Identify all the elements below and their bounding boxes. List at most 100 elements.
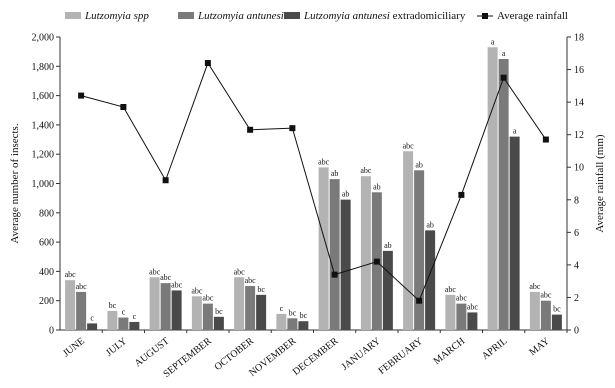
y-tick-label: 1,800 xyxy=(32,62,55,73)
bar-significance-label: bc xyxy=(300,311,308,320)
bar xyxy=(329,179,340,330)
bar-significance-label: abc xyxy=(467,302,479,311)
y2-tick-label: 16 xyxy=(574,65,584,76)
bar-significance-label: abc xyxy=(202,294,214,303)
left-axis: 0 200 400 600 800 1,000 1,200 1,400 1,600 1,800 2,… xyxy=(32,33,60,337)
bar-significance-label: abc xyxy=(191,286,203,295)
bar-significance-label: ab xyxy=(384,241,392,250)
x-tick-label: AUGUST xyxy=(133,336,172,370)
bar-significance-label: abc xyxy=(403,141,415,150)
right-axis: 0 2 4 6 8 10 12 14 16 18 xyxy=(567,33,584,337)
x-tick-label: NOVEMBER xyxy=(247,335,298,378)
legend-label: Lutzomyia antunesi extradomiciliary xyxy=(303,10,466,22)
bar-label-group: abcbcabcabcabccabcabcabcabcaabcabccabcab… xyxy=(65,37,562,322)
bar-significance-label: a xyxy=(491,37,495,46)
legend-swatch xyxy=(178,12,194,19)
x-tick-label: JANUARY xyxy=(340,336,383,373)
bar-significance-label: ab xyxy=(426,220,434,229)
rainfall-point xyxy=(162,177,169,184)
y2-tick-label: 10 xyxy=(574,163,584,174)
rainfall-point xyxy=(416,297,423,304)
bar-significance-label: abc xyxy=(360,166,372,175)
bar xyxy=(76,291,87,330)
y2-tick-label: 18 xyxy=(574,33,584,44)
bar-group xyxy=(65,47,562,330)
y2-axis-title: Average rainfall (mm) xyxy=(594,134,606,232)
x-tick-label: APRIL xyxy=(480,336,510,362)
bar-significance-label: a xyxy=(502,49,506,58)
bar-significance-label: abc xyxy=(65,270,77,279)
legend-swatch xyxy=(284,12,300,19)
x-axis: JUNE JULY AUGUSTSEPTEMBEROCTOBERNOVEMBERDE… xyxy=(61,330,568,380)
bar xyxy=(160,283,171,330)
bar xyxy=(445,294,456,330)
y-tick-label: 2,000 xyxy=(32,33,55,44)
bar xyxy=(256,294,267,330)
y-axis-title: Average number of insects. xyxy=(9,123,21,243)
rainfall-line-group xyxy=(78,60,549,304)
bar-significance-label: abc xyxy=(76,282,88,291)
rainfall-point xyxy=(331,271,338,278)
legend-label: Lutzomyia spp xyxy=(84,10,149,22)
bar-significance-label: c xyxy=(90,313,94,322)
bar-significance-label: abc xyxy=(245,276,257,285)
bar-significance-label: c xyxy=(133,312,137,321)
bar-significance-label: abc xyxy=(456,294,468,303)
bar-significance-label: bc xyxy=(289,308,297,317)
bar xyxy=(245,286,256,330)
bar-significance-label: ab xyxy=(331,169,339,178)
bar-significance-label: bc xyxy=(215,307,223,316)
bar xyxy=(234,277,245,330)
bar-significance-label: bc xyxy=(553,305,561,314)
x-tick-label: DECEMBER xyxy=(291,335,341,377)
bar-significance-label: abc xyxy=(540,291,552,300)
x-tick-label: JUNE xyxy=(61,336,87,360)
bar xyxy=(509,136,520,330)
bar xyxy=(149,277,160,330)
y-tick-label: 200 xyxy=(39,296,54,307)
bar xyxy=(298,321,309,330)
legend: Lutzomyia spp Lutzomyia antunesi Lutzomyia… xyxy=(65,10,568,22)
bar-significance-label: abc xyxy=(318,157,330,166)
bar xyxy=(213,316,224,330)
legend-label: Lutzomyia antunesi xyxy=(197,10,284,22)
bar-significance-label: bc xyxy=(257,285,265,294)
rainfall-line xyxy=(80,61,547,302)
bar xyxy=(414,170,425,330)
bar xyxy=(487,47,498,330)
bar xyxy=(65,280,76,330)
bar xyxy=(529,291,540,330)
y-tick-label: 1,000 xyxy=(32,179,55,190)
bar-significance-label: c xyxy=(122,308,126,317)
bar xyxy=(107,310,118,330)
bar xyxy=(191,296,202,330)
bar-significance-label: abc xyxy=(149,267,161,276)
bar xyxy=(456,303,467,330)
rainfall-point xyxy=(78,92,85,99)
legend-swatch xyxy=(65,12,81,19)
x-tick-label: JULY xyxy=(104,336,129,359)
y2-tick-label: 4 xyxy=(574,260,579,271)
y-tick-label: 800 xyxy=(39,208,54,219)
bar xyxy=(87,323,98,330)
bar xyxy=(202,303,213,330)
bar xyxy=(551,314,562,330)
bar-significance-label: abc xyxy=(171,280,183,289)
x-tick-label: FEBRUARY xyxy=(377,336,425,377)
bar xyxy=(276,313,287,330)
bar xyxy=(403,151,414,330)
bar xyxy=(360,176,371,330)
rainfall-point xyxy=(289,125,296,132)
legend-label: Average rainfall xyxy=(497,10,568,22)
bar xyxy=(467,312,478,330)
y-tick-label: 600 xyxy=(39,238,54,249)
bar-significance-label: abc xyxy=(234,267,246,276)
bar xyxy=(425,230,436,330)
bar xyxy=(129,321,140,330)
bar-significance-label: a xyxy=(513,127,517,136)
bar xyxy=(171,290,182,330)
rainfall-point xyxy=(458,191,465,198)
bar-significance-label: bc xyxy=(109,301,117,310)
y2-tick-label: 2 xyxy=(574,293,579,304)
